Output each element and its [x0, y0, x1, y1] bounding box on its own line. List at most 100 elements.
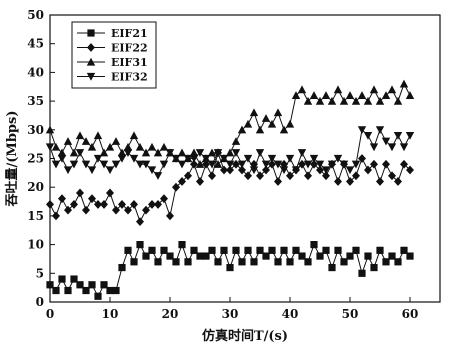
point-eif32-22: [177, 160, 187, 169]
x-tick-label-0: 0: [46, 307, 54, 321]
point-eif21-50: [346, 252, 354, 260]
point-eif32-21: [171, 154, 181, 163]
point-eif22-36: [262, 165, 270, 175]
point-eif31-50: [345, 91, 355, 99]
point-eif21-4: [70, 275, 78, 283]
point-eif31-27: [207, 148, 217, 157]
legend-marker-eif21: [87, 29, 95, 37]
point-eif21-45: [316, 252, 324, 260]
point-eif22-31: [232, 159, 240, 169]
point-eif22-4: [70, 200, 78, 209]
legend-marker-eif31: [86, 57, 96, 66]
point-eif21-52: [358, 269, 366, 277]
point-eif22-0: [46, 200, 54, 209]
series-eif21: [46, 241, 414, 300]
point-eif31-45: [315, 96, 325, 105]
point-eif22-30: [226, 165, 234, 175]
legend-label-eif32: EIF32: [111, 71, 148, 84]
point-eif32-23: [183, 154, 193, 163]
point-eif31-12: [117, 148, 127, 157]
series-eif31: [45, 79, 415, 168]
point-eif32-18: [153, 172, 163, 180]
point-eif31-5: [75, 131, 85, 140]
point-eif32-40: [285, 154, 295, 163]
point-eif22-21: [172, 182, 180, 192]
point-eif31-28: [213, 160, 223, 168]
point-eif32-26: [201, 154, 211, 163]
point-eif31-37: [267, 119, 277, 128]
point-eif21-24: [190, 246, 198, 254]
point-eif21-11: [112, 286, 120, 295]
point-eif31-34: [249, 108, 259, 117]
point-eif31-18: [153, 148, 163, 157]
point-eif22-24: [190, 159, 198, 169]
point-eif21-31: [232, 246, 240, 254]
point-eif21-12: [118, 263, 126, 272]
y-tick-label-10: 50: [27, 8, 44, 22]
point-eif22-37: [268, 159, 276, 169]
point-eif21-27: [208, 246, 216, 254]
y-tick-label-8: 40: [27, 65, 44, 79]
point-eif21-18: [154, 258, 162, 266]
point-eif31-41: [291, 91, 301, 99]
series-eif22: [46, 148, 414, 227]
point-eif32-39: [279, 166, 289, 175]
point-eif21-21: [172, 258, 180, 266]
point-eif21-16: [142, 252, 150, 260]
point-eif22-44: [310, 159, 318, 169]
point-eif31-7: [87, 142, 97, 151]
point-eif31-53: [363, 96, 373, 105]
series-group: [45, 79, 415, 300]
point-eif21-10: [106, 286, 114, 295]
point-eif32-34: [249, 166, 259, 175]
point-eif31-33: [243, 119, 253, 128]
point-eif32-54: [369, 143, 379, 152]
point-eif32-3: [63, 166, 73, 175]
point-eif21-36: [262, 252, 270, 260]
point-eif31-6: [81, 137, 91, 145]
point-eif21-53: [364, 252, 372, 260]
point-eif31-14: [129, 131, 139, 140]
point-eif31-25: [195, 160, 205, 168]
point-eif22-11: [112, 205, 120, 215]
point-eif31-49: [339, 96, 349, 105]
legend-label-eif22: EIF22: [111, 42, 148, 55]
point-eif31-1: [51, 142, 61, 151]
point-eif32-28: [213, 149, 223, 157]
point-eif22-8: [94, 200, 102, 209]
y-tick-label-0: 0: [36, 295, 44, 309]
point-eif21-17: [148, 246, 156, 254]
point-eif31-46: [321, 91, 331, 99]
point-eif31-24: [189, 148, 199, 157]
point-eif22-6: [82, 205, 90, 215]
x-tick-label-1: 10: [102, 307, 119, 321]
point-eif21-49: [340, 258, 348, 266]
point-eif31-4: [69, 148, 79, 157]
point-eif31-13: [123, 142, 133, 151]
point-eif32-13: [123, 149, 133, 157]
y-axis-label: 吞吐量/(Mbps): [4, 111, 20, 207]
point-eif32-44: [309, 154, 319, 163]
point-eif31-58: [393, 96, 403, 105]
point-eif22-38: [274, 177, 282, 186]
point-eif21-29: [220, 246, 228, 254]
point-eif31-3: [63, 137, 73, 145]
x-tick-label-5: 50: [342, 307, 359, 321]
point-eif21-47: [328, 263, 336, 272]
point-eif31-60: [405, 91, 415, 99]
point-eif31-42: [297, 85, 307, 94]
point-eif31-55: [375, 96, 385, 105]
legend-marker-eif22: [87, 43, 95, 52]
point-eif21-41: [292, 246, 300, 254]
point-eif21-22: [178, 241, 186, 249]
point-eif22-54: [370, 159, 378, 169]
point-eif22-26: [202, 159, 210, 169]
point-eif21-55: [376, 246, 384, 254]
point-eif21-48: [334, 246, 342, 254]
y-tick-label-2: 10: [27, 238, 44, 252]
point-eif22-50: [346, 177, 354, 186]
point-eif32-9: [99, 160, 109, 169]
point-eif22-53: [364, 165, 372, 175]
point-eif32-25: [195, 149, 205, 157]
point-eif21-37: [268, 246, 276, 254]
